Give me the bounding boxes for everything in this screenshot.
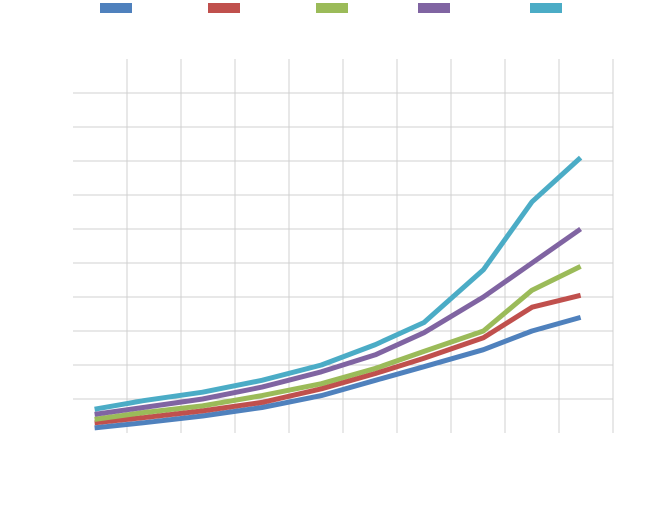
legend-swatch-3 [316, 3, 348, 13]
series-line-3 [94, 264, 582, 422]
legend-swatch-1 [100, 3, 132, 13]
series-lines [94, 155, 583, 431]
series-line-5 [94, 155, 583, 412]
legend-swatch-5 [530, 3, 562, 13]
legend-swatch-2 [208, 3, 240, 13]
series-line-2 [94, 292, 582, 426]
series-line-4 [94, 226, 583, 417]
legend [100, 3, 562, 13]
series-line-1 [94, 314, 582, 431]
legend-swatch-4 [418, 3, 450, 13]
